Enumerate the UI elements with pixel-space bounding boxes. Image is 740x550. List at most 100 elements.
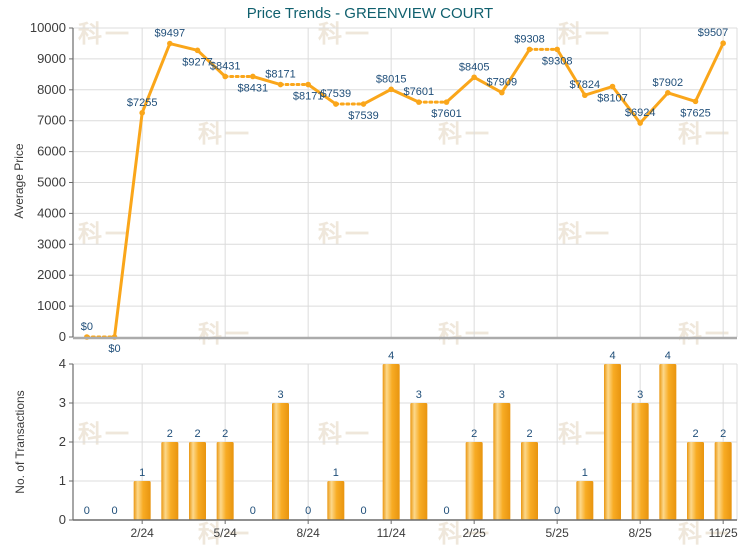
y-tick-label: 8000 — [37, 82, 66, 97]
transaction-bar[interactable] — [521, 442, 538, 520]
bar-value-label: 3 — [277, 389, 283, 401]
price-point-label: $8015 — [376, 73, 407, 85]
price-line-segment — [611, 84, 642, 125]
price-point-marker[interactable] — [609, 83, 616, 90]
price-point-marker[interactable] — [582, 92, 588, 99]
price-point-label: $7625 — [680, 107, 711, 119]
price-point-marker[interactable] — [471, 74, 477, 81]
price-point-label: $7255 — [127, 97, 158, 109]
x-tick-label: 2/24 — [130, 526, 154, 540]
transaction-bar[interactable] — [327, 481, 345, 520]
price-point-label: $7824 — [570, 79, 601, 91]
price-point-marker[interactable] — [499, 89, 505, 96]
price-line-segment — [362, 87, 393, 106]
transaction-bar[interactable] — [382, 364, 400, 520]
y-tick-label: 6000 — [37, 144, 66, 159]
price-point-label: $7601 — [404, 86, 435, 98]
price-point-marker[interactable] — [388, 86, 394, 93]
price-point-label: $8171 — [293, 91, 324, 103]
price-point-label: $9277 — [182, 56, 213, 68]
price-point-marker[interactable] — [305, 81, 311, 88]
bar-value-label: 3 — [499, 389, 505, 401]
price-point-marker[interactable] — [194, 47, 201, 54]
transaction-bar[interactable] — [687, 442, 704, 520]
price-point-marker[interactable] — [222, 73, 228, 80]
price-point-label: $6924 — [625, 107, 656, 119]
transaction-bar[interactable] — [189, 442, 206, 520]
transaction-bar[interactable] — [161, 442, 179, 520]
price-point-label: $9507 — [698, 27, 729, 39]
price-line-segment — [694, 41, 725, 103]
transaction-bar[interactable] — [133, 481, 151, 520]
price-line-segment — [251, 74, 282, 87]
price-point-marker[interactable] — [692, 98, 699, 105]
x-tick-label: 11/25 — [709, 526, 738, 540]
price-point-marker[interactable] — [720, 40, 726, 47]
price-point-label: $7539 — [321, 88, 352, 100]
price-line-segment — [306, 83, 338, 106]
price-point-label: $9308 — [542, 55, 573, 67]
bar-value-label: 1 — [582, 467, 588, 479]
price-point-marker[interactable] — [637, 120, 643, 126]
price-point-label: $8405 — [459, 61, 490, 73]
price-line-segment — [555, 47, 587, 97]
price-line-segment — [583, 84, 614, 97]
transaction-bar[interactable] — [410, 403, 428, 520]
x-tick-label: 11/24 — [377, 526, 406, 540]
bar-value-label: 2 — [222, 428, 228, 440]
bar-value-label: 2 — [471, 428, 477, 440]
bar-value-label: 3 — [637, 389, 643, 401]
y-tick-label: 3000 — [37, 236, 66, 251]
bar-value-label: 0 — [84, 505, 90, 517]
transaction-bar[interactable] — [272, 403, 289, 520]
bar-value-label: 2 — [167, 428, 173, 440]
y-tick-label: 1 — [59, 473, 66, 488]
price-point-marker[interactable] — [443, 99, 450, 105]
y-tick-label: 1000 — [37, 298, 66, 313]
price-point-marker[interactable] — [277, 81, 284, 88]
transaction-bar[interactable] — [659, 364, 677, 520]
bar-value-label: 2 — [194, 428, 200, 440]
price-line-segment — [196, 48, 227, 78]
y-tick-label: 5000 — [37, 175, 66, 190]
bar-value-label: 4 — [388, 350, 394, 362]
transaction-bar[interactable] — [631, 403, 649, 520]
price-line-segment — [638, 91, 670, 125]
price-point-label: $7539 — [348, 110, 379, 122]
bar-value-label: 2 — [526, 428, 532, 440]
y-tick-label: 10000 — [30, 20, 66, 35]
transaction-bar[interactable] — [576, 481, 594, 520]
price-point-marker[interactable] — [665, 90, 671, 96]
y-tick-label: 3 — [59, 395, 66, 410]
price-point-marker[interactable] — [167, 40, 173, 47]
price-line-segment — [666, 91, 697, 103]
x-tick-label: 8/24 — [296, 526, 320, 540]
transaction-bar[interactable] — [714, 442, 732, 520]
price-point-marker[interactable] — [139, 110, 145, 116]
bar-value-label: 0 — [360, 505, 366, 517]
price-point-marker[interactable] — [333, 101, 339, 107]
price-point-label: $0 — [108, 343, 120, 355]
bar-value-label: 0 — [250, 505, 256, 517]
price-point-marker[interactable] — [554, 46, 560, 53]
bar-value-label: 4 — [665, 350, 671, 362]
price-line-segment — [445, 75, 476, 104]
transaction-bar[interactable] — [493, 403, 511, 520]
bar-value-label: 1 — [333, 467, 339, 479]
price-point-label: $9308 — [514, 33, 545, 45]
bar-value-label: 0 — [111, 505, 117, 517]
transaction-bar[interactable] — [604, 364, 621, 520]
price-point-marker[interactable] — [416, 99, 422, 105]
price-point-marker[interactable] — [360, 101, 367, 107]
price-point-marker[interactable] — [526, 46, 533, 53]
bar-value-label: 0 — [443, 505, 449, 517]
price-point-marker[interactable] — [250, 73, 256, 80]
price-point-label: $8107 — [597, 92, 628, 104]
transactions-axis-title: No. of Transactions — [13, 390, 27, 494]
transaction-bar[interactable] — [465, 442, 483, 520]
transaction-bar[interactable] — [216, 442, 234, 520]
bar-value-label: 4 — [609, 350, 615, 362]
y-tick-label: 9000 — [37, 51, 66, 66]
bar-value-label: 2 — [692, 428, 698, 440]
